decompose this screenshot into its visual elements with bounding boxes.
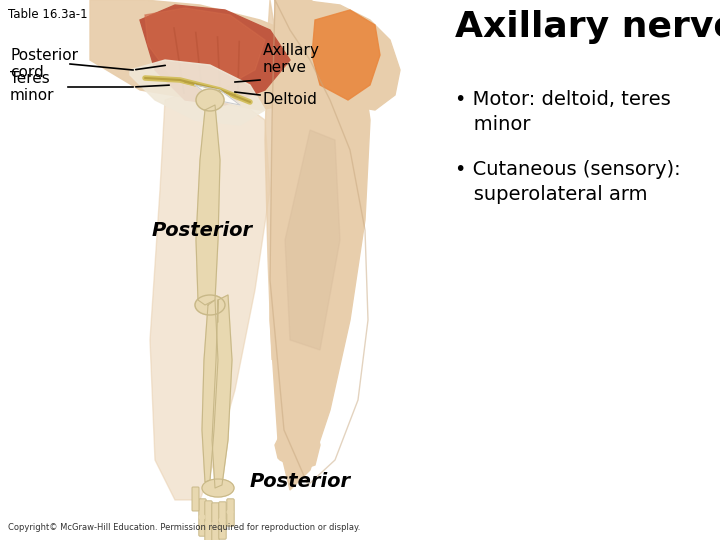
Text: Axillary
nerve: Axillary nerve bbox=[263, 43, 320, 75]
FancyBboxPatch shape bbox=[219, 502, 226, 539]
Ellipse shape bbox=[199, 515, 205, 519]
Polygon shape bbox=[275, 0, 400, 110]
Ellipse shape bbox=[227, 510, 233, 515]
Ellipse shape bbox=[195, 295, 225, 315]
Polygon shape bbox=[195, 85, 240, 105]
Polygon shape bbox=[312, 10, 380, 100]
Polygon shape bbox=[196, 105, 220, 305]
Polygon shape bbox=[285, 130, 340, 350]
FancyBboxPatch shape bbox=[204, 501, 212, 540]
FancyBboxPatch shape bbox=[199, 499, 206, 536]
Text: Deltoid: Deltoid bbox=[263, 92, 318, 107]
Polygon shape bbox=[212, 295, 232, 488]
Text: Posterior: Posterior bbox=[249, 472, 351, 491]
Ellipse shape bbox=[212, 522, 218, 526]
Text: Teres
minor: Teres minor bbox=[10, 71, 55, 103]
Polygon shape bbox=[275, 415, 320, 470]
Text: • Cutaneous (sensory):
   superolateral arm: • Cutaneous (sensory): superolateral arm bbox=[455, 160, 680, 204]
Polygon shape bbox=[150, 90, 270, 500]
Polygon shape bbox=[140, 5, 290, 105]
FancyBboxPatch shape bbox=[192, 487, 199, 511]
Text: • Motor: deltoid, teres
   minor: • Motor: deltoid, teres minor bbox=[455, 90, 671, 134]
Polygon shape bbox=[265, 0, 280, 360]
Text: Table 16.3a-1: Table 16.3a-1 bbox=[8, 8, 88, 21]
Text: Copyright© McGraw-Hill Education. Permission required for reproduction or displa: Copyright© McGraw-Hill Education. Permis… bbox=[8, 523, 361, 532]
Ellipse shape bbox=[219, 517, 225, 523]
Polygon shape bbox=[145, 8, 265, 92]
Text: Axillary nerve: Axillary nerve bbox=[455, 10, 720, 44]
Polygon shape bbox=[270, 0, 370, 490]
Ellipse shape bbox=[205, 521, 211, 525]
Polygon shape bbox=[130, 60, 265, 125]
Ellipse shape bbox=[196, 89, 224, 111]
Polygon shape bbox=[202, 300, 218, 482]
FancyBboxPatch shape bbox=[212, 503, 219, 540]
Ellipse shape bbox=[202, 479, 234, 497]
Text: Posterior
cord: Posterior cord bbox=[10, 48, 78, 80]
FancyBboxPatch shape bbox=[227, 499, 234, 526]
Polygon shape bbox=[90, 0, 310, 110]
Text: Posterior: Posterior bbox=[152, 220, 253, 240]
